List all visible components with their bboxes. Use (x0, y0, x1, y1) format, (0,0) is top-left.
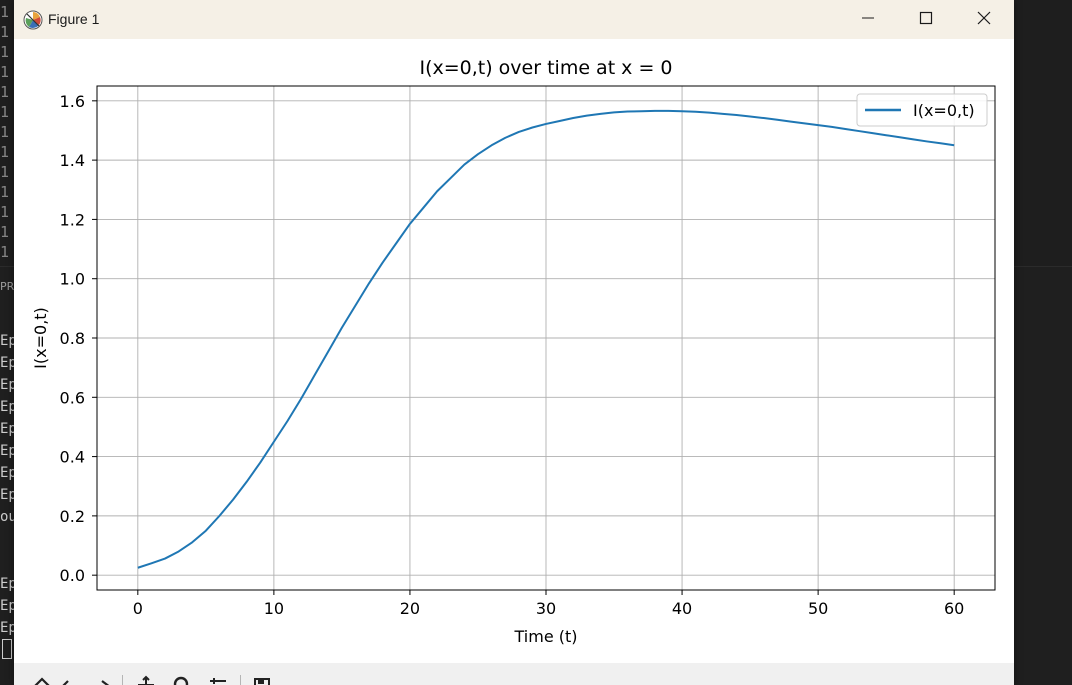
terminal-line: Ep (0, 487, 14, 503)
line-number: 1 (0, 203, 10, 221)
zoom-icon[interactable] (170, 673, 194, 685)
x-tick-label: 40 (672, 599, 692, 618)
save-icon[interactable] (250, 673, 274, 685)
title-bar[interactable]: Figure 1 (14, 0, 1014, 39)
terminal-line: Ep (0, 377, 14, 393)
line-chart: 0 10 20 30 40 50 60 0.0 0.2 0.4 0.6 0.8 1.0 1.2 1.4 1.6… (31, 57, 996, 646)
x-tick-label: 50 (808, 599, 828, 618)
panel-tab-label[interactable]: PR (0, 280, 14, 293)
toolbar-separator (122, 675, 123, 685)
terminal-line: Ep (0, 355, 14, 371)
terminal-line: Ep (0, 576, 14, 592)
configure-subplots-icon[interactable] (206, 673, 230, 685)
x-tick-label: 30 (536, 599, 556, 618)
terminal-line: Ep (0, 333, 14, 349)
line-number: 1 (0, 183, 10, 201)
line-number: 1 (0, 123, 10, 141)
home-icon[interactable] (30, 673, 54, 685)
line-number: 1 (0, 103, 10, 121)
line-number: 1 (0, 143, 10, 161)
x-axis-label: Time (t) (514, 627, 578, 646)
maximize-button[interactable] (897, 0, 955, 39)
close-icon (977, 10, 991, 29)
y-tick-label: 0.2 (60, 507, 85, 526)
figure-canvas[interactable]: 0 10 20 30 40 50 60 0.0 0.2 0.4 0.6 0.8 1.0 1.2 1.4 1.6… (14, 39, 1014, 663)
y-tick-label: 0.6 (60, 388, 85, 407)
x-tick-label: 10 (264, 599, 284, 618)
x-tick-label: 60 (944, 599, 964, 618)
series-line (137, 109, 955, 569)
y-tick-label: 1.4 (60, 151, 85, 170)
terminal-line: Ep (0, 399, 14, 415)
minimize-icon (861, 10, 875, 29)
x-tick-label: 20 (400, 599, 420, 618)
line-number: 1 (0, 243, 10, 261)
legend-label: I(x=0,t) (913, 101, 975, 120)
toolbar-separator (240, 675, 241, 685)
line-number: 1 (0, 43, 10, 61)
legend-box (856, 93, 988, 127)
y-tick-label: 1.6 (60, 92, 85, 111)
chart-title: I(x=0,t) over time at x = 0 (419, 57, 672, 79)
pan-icon[interactable] (134, 673, 158, 685)
figure-window: Figure 1 0 10 20 30 40 50 60 0.0 0.2 0.4 0.6 0.8 1.0… (14, 0, 1014, 685)
line-number: 1 (0, 83, 10, 101)
y-tick-label: 1.0 (60, 270, 85, 289)
x-tick-label: 0 (133, 599, 143, 618)
navigation-toolbar (14, 663, 1014, 685)
window-title: Figure 1 (48, 11, 100, 27)
terminal-line: ou (0, 509, 14, 525)
back-icon[interactable] (56, 673, 80, 685)
y-axis-label: I(x=0,t) (31, 307, 50, 369)
minimize-button[interactable] (839, 0, 897, 39)
terminal-line: Ep (0, 465, 14, 481)
terminal-line: Ep (0, 421, 14, 437)
y-tick-label: 1.2 (60, 210, 85, 229)
line-number: 1 (0, 3, 10, 21)
y-tick-label: 0.8 (60, 329, 85, 348)
terminal-cursor (2, 639, 12, 659)
close-button[interactable] (955, 0, 1013, 39)
line-number: 1 (0, 23, 10, 41)
y-tick-label: 0.0 (60, 566, 85, 585)
terminal-line: Ep (0, 443, 14, 459)
line-number: 1 (0, 63, 10, 81)
forward-icon[interactable] (94, 673, 118, 685)
line-number: 1 (0, 223, 10, 241)
matplotlib-icon (23, 10, 43, 30)
y-tick-label: 0.4 (60, 448, 85, 467)
line-number: 1 (0, 163, 10, 181)
maximize-icon (919, 10, 933, 29)
terminal-line: Ep (0, 598, 14, 614)
terminal-line: Ep (0, 620, 14, 636)
